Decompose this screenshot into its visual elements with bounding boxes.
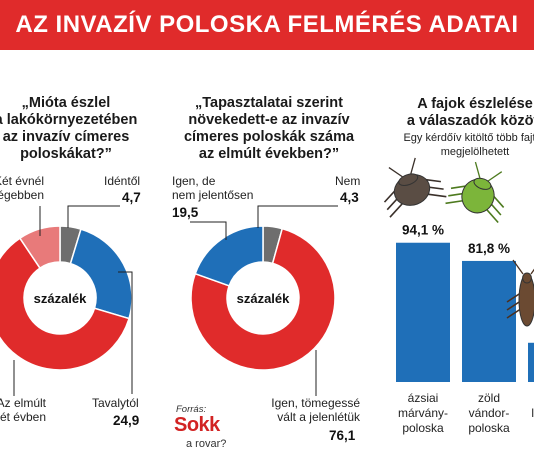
chart1-label-last-year: Tavalytól — [92, 396, 139, 410]
bar-category-label: poloska — [402, 421, 444, 435]
leader-line — [118, 271, 133, 394]
chart3-subtitle-line: Egy kérdőív kitöltő több fajt is — [403, 132, 534, 144]
donut-center-label: százalék — [34, 291, 88, 306]
source-logo: Sokk — [174, 414, 220, 436]
chart1-label-line: Az elmúlt — [0, 396, 46, 410]
leader-line — [190, 221, 227, 240]
bug-antenna — [530, 268, 534, 275]
chart2-question-line: címeres poloskák száma — [183, 129, 355, 145]
insect-illustrations — [383, 157, 534, 327]
chart1-label-two-years-ago: Két évnél régebben — [0, 174, 44, 202]
chart3-title: A fajok észlelése a válaszadók között — [380, 96, 534, 130]
chart2-label-line: Igen, tömegessé — [271, 396, 360, 410]
page-title: AZ INVAZÍV POLOSKA FELMÉRÉS ADATAI — [0, 0, 534, 50]
chart2-value-yes-slightly: 19,5 — [172, 205, 199, 220]
stink-bug-green-icon — [445, 161, 505, 224]
donut-slice — [194, 225, 264, 287]
chart2-label-no: Nem — [335, 174, 361, 188]
leader-line — [257, 205, 338, 228]
bug-antenna — [512, 259, 524, 275]
chart3-subtitle: Egy kérdőív kitöltő több fajt is megjelö… — [380, 131, 534, 159]
bug-antenna — [474, 161, 481, 179]
leaf-footed-bug-icon — [506, 259, 534, 327]
source-logo-sub: a rovar? — [186, 438, 227, 450]
chart2-label-line: Igen, de — [172, 174, 216, 188]
donut-chart-2: százalék — [190, 225, 336, 371]
donut-slice — [18, 225, 61, 270]
bar — [396, 242, 450, 382]
chart2-question: „Tapasztalatai szerint növekedett-e az i… — [164, 95, 374, 163]
chart2-label-line: vált a jelenlétük — [277, 410, 360, 424]
bar-category-label: levéllábú — [531, 406, 534, 420]
chart1-label-this-year: Idéntől — [104, 174, 141, 188]
donut-slice — [0, 237, 130, 371]
chart1-value-last-year: 24,9 — [113, 413, 140, 428]
bar-value-label: 81,8 % — [468, 241, 510, 256]
donut-slice — [190, 227, 336, 371]
bar-category-label: ázsiai — [408, 391, 439, 405]
stink-bug-brown-icon — [383, 157, 447, 218]
leader-line — [67, 205, 120, 228]
chart1-question-line: a lakókörnyezetében — [0, 112, 138, 128]
chart2-label-line: nem jelentősen — [172, 188, 254, 202]
chart1-label-line: két évben — [0, 410, 46, 424]
chart2-question-line: növekedett-e az invazív — [188, 112, 350, 128]
bug-head — [398, 173, 419, 186]
bar — [528, 342, 534, 382]
chart2-value-no: 4,3 — [340, 190, 359, 205]
chart1-value-this-year: 4,7 — [122, 190, 141, 205]
bug-antenna — [388, 167, 404, 178]
chart2-label-yes-slightly: Igen, de nem jelentősen — [172, 174, 253, 202]
chart1-label-line: régebben — [0, 188, 44, 202]
chart3-subtitle-line: megjelölhetett — [440, 146, 510, 158]
bar-category-label: vándor- — [469, 406, 510, 420]
bar-category-label: poloska — [468, 421, 510, 435]
chart2-question-line: az elmúlt években?” — [198, 146, 340, 162]
donut-center-label: százalék — [237, 291, 291, 306]
bug-head — [473, 177, 492, 190]
bug-antenna — [410, 157, 416, 175]
bar — [462, 260, 516, 382]
bug-head — [522, 272, 532, 284]
chart1-question-line: „Mióta észlel — [21, 95, 111, 111]
chart1-question-line: az invazív címeres — [2, 129, 130, 145]
chart1-question-line: poloskákat?” — [20, 146, 112, 162]
chart1-label-line: Két évnél — [0, 174, 44, 188]
bug-antenna — [487, 171, 503, 182]
chart2-value-yes-massive: 76,1 — [329, 428, 356, 443]
chart1-question: „Mióta észlel a lakókörnyezetében az inv… — [0, 95, 166, 163]
donut-chart-1: százalék — [0, 225, 133, 371]
chart2-question-line: „Tapasztalatai szerint — [194, 95, 343, 111]
chart3-title-line: A fajok észlelése — [417, 96, 533, 112]
source-label: Forrás: — [176, 404, 207, 415]
bar-category-label: márvány- — [398, 406, 448, 420]
chart3-title-line: a válaszadók között — [406, 113, 534, 129]
chart1-label-last-two-years: Az elmúlt két évben — [0, 396, 46, 424]
bar-value-label: 94,1 % — [402, 223, 444, 238]
chart2-label-yes-massive: Igen, tömegessé vált a jelenlétük — [256, 396, 360, 424]
bar-category-label: zöld — [478, 391, 500, 405]
leader-lines — [13, 205, 338, 396]
